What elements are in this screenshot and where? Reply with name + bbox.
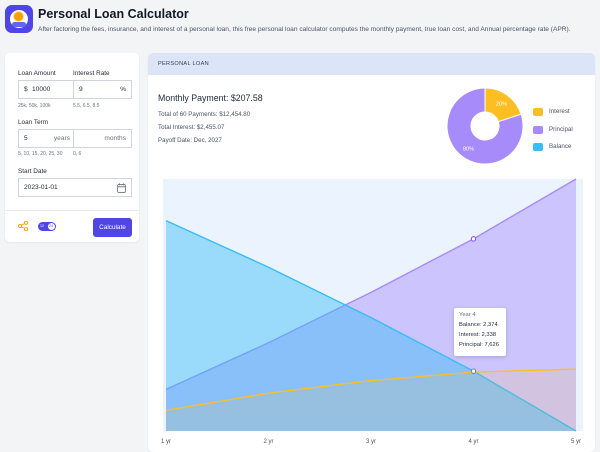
results-panel-header: PERSONAL LOAN <box>148 53 595 75</box>
tooltip-balance: Balance: 2,374 <box>459 322 498 328</box>
interest-rate-value: 9 <box>79 86 83 93</box>
share-icon[interactable] <box>18 221 28 231</box>
start-date-label: Start Date <box>18 168 47 175</box>
legend-swatch-principal <box>533 126 543 134</box>
area-interest <box>166 369 576 431</box>
x-tick-label: 2 yr <box>263 439 273 445</box>
loan-amount-label: Loan Amount <box>18 70 56 77</box>
chart-plot-background <box>163 179 583 431</box>
page-title: Personal Loan Calculator <box>38 7 189 21</box>
calendar-icon[interactable] <box>117 183 126 193</box>
x-tick-label: 3 yr <box>366 439 376 445</box>
months-unit: months <box>104 135 126 142</box>
loan-breakdown-pie-chart: 20% 80% <box>446 87 524 165</box>
line-interest <box>165 368 577 412</box>
currency-prefix: $ <box>24 86 28 93</box>
tooltip-title: Year 4 <box>459 312 476 318</box>
legend-swatch-interest <box>533 108 543 116</box>
legend-label-balance: Balance <box>549 143 572 150</box>
interest-rate-label: Interest Rate <box>73 70 110 77</box>
toggle-option-12: 12 <box>40 223 44 228</box>
calculate-button[interactable]: Calculate <box>93 218 132 237</box>
start-date-value: 2023-01-01 <box>24 184 58 191</box>
loan-term-years-input[interactable]: 5 years <box>18 129 74 148</box>
start-date-input[interactable]: 2023-01-01 <box>18 178 132 197</box>
loan-term-months-hint: 0, 6 <box>73 151 82 157</box>
legend-label-principal: Principal <box>549 126 573 133</box>
x-tick-label: 5 yr <box>571 439 581 445</box>
line-principal <box>165 178 577 391</box>
marker-balance-year-4[interactable] <box>470 368 477 374</box>
total-payments: Total of 60 Payments: $12,454.80 <box>158 111 251 118</box>
payoff-date: Payoff Date: Dec, 2027 <box>158 137 222 144</box>
loan-term-months-input[interactable]: months <box>73 129 132 148</box>
x-tick-label: 1 yr <box>161 439 171 445</box>
interest-rate-hint: 5.5, 6.5, 8.5 <box>73 103 100 109</box>
pie-label-principal: 80% <box>463 147 474 153</box>
pie-slice-principal[interactable] <box>446 87 524 165</box>
toggle-knob <box>48 223 55 230</box>
form-divider <box>5 210 139 211</box>
percent-suffix: % <box>120 86 126 93</box>
tooltip-interest: Interest: 2,338 <box>459 332 497 338</box>
tooltip-principal: Principal: 7,626 <box>459 342 499 348</box>
line-balance <box>165 219 577 432</box>
x-tick-label: 4 yr <box>468 439 478 445</box>
page-subtitle: After factoring the fees, insurance, and… <box>38 26 571 33</box>
loan-term-years-value: 5 <box>24 135 28 142</box>
toggle-option-24: 24 <box>49 223 53 228</box>
loan-term-years-hint: 5, 10, 15, 20, 25, 30 <box>18 151 63 157</box>
month-toggle[interactable]: 12 24 <box>38 222 56 231</box>
area-balance <box>166 220 576 431</box>
monthly-payment: Monthly Payment: $207.58 <box>158 93 263 103</box>
results-panel-title: PERSONAL LOAN <box>158 61 209 67</box>
pie-label-interest: 20% <box>496 101 507 107</box>
loan-amount-input[interactable]: $ 10000 <box>18 80 74 99</box>
legend-label-interest: Interest <box>549 108 570 115</box>
app-header: Personal Loan Calculator After factoring… <box>0 0 600 50</box>
amortization-area-chart: 1 yr 2 yr 3 yr 4 yr 5 yr <box>161 178 583 445</box>
loan-term-label: Loan Term <box>18 119 49 126</box>
chart-tooltip: Year 4 Balance: 2,374 Interest: 2,338 Pr… <box>454 308 506 356</box>
interest-rate-input[interactable]: 9 % <box>73 80 132 99</box>
loan-calculator-logo-icon <box>5 5 33 33</box>
legend-swatch-balance <box>533 143 543 151</box>
loan-amount-hint: 25k, 50k, 100k <box>18 103 51 109</box>
area-principal <box>166 179 576 431</box>
loan-form-panel: Loan Amount Interest Rate $ 10000 9 % 25… <box>5 53 139 242</box>
total-interest: Total Interest: $2,455.07 <box>158 124 225 131</box>
years-unit: years <box>53 135 70 142</box>
marker-principal-year-4[interactable] <box>470 236 477 242</box>
loan-amount-value: 10000 <box>32 86 51 93</box>
